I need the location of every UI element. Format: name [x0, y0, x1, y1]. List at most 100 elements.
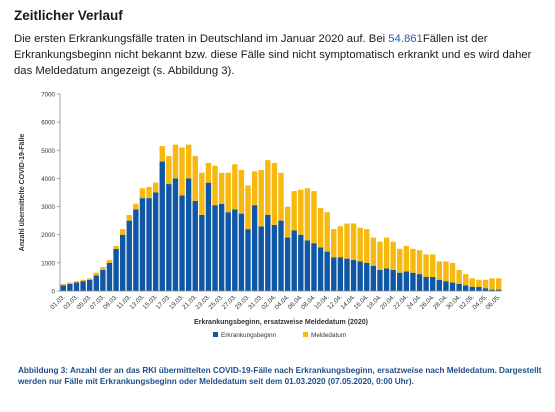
- bar-erkrankungsbeginn: [298, 234, 304, 291]
- y-tick-label: 6000: [41, 120, 55, 127]
- bar-meldedatum: [278, 172, 284, 221]
- bar-meldedatum: [476, 279, 482, 287]
- bar-erkrankungsbeginn: [86, 279, 93, 291]
- bar-meldedatum: [416, 250, 423, 275]
- bar-erkrankungsbeginn: [159, 161, 165, 291]
- y-tick-label: 4000: [41, 176, 55, 183]
- bar-meldedatum: [443, 261, 449, 282]
- bar-erkrankungsbeginn: [199, 215, 205, 291]
- bar-erkrankungsbeginn: [218, 203, 225, 291]
- bar-meldedatum: [350, 223, 357, 261]
- bar-erkrankungsbeginn: [304, 240, 311, 291]
- bar-meldedatum: [86, 278, 93, 280]
- bar-meldedatum: [199, 172, 205, 216]
- bar-erkrankungsbeginn: [139, 198, 146, 291]
- bar-meldedatum: [410, 248, 416, 273]
- bar-meldedatum: [271, 162, 278, 225]
- bar-meldedatum: [344, 223, 350, 259]
- bar-erkrankungsbeginn: [251, 205, 258, 291]
- bar-meldedatum: [291, 191, 297, 231]
- bar-meldedatum: [265, 160, 271, 216]
- bar-meldedatum: [324, 212, 330, 252]
- bar-meldedatum: [436, 261, 443, 280]
- bar-erkrankungsbeginn: [430, 276, 436, 291]
- intro-text-after: Fällen ist der Erkrankungsbeginn nicht b…: [14, 33, 532, 77]
- bar-erkrankungsbeginn: [324, 251, 330, 291]
- unknown-onset-count-link[interactable]: 54.861: [388, 33, 423, 45]
- bar-meldedatum: [463, 274, 469, 286]
- bar-erkrankungsbeginn: [278, 220, 284, 291]
- bar-meldedatum: [364, 229, 370, 263]
- bar-meldedatum: [93, 272, 99, 276]
- bar-erkrankungsbeginn: [271, 224, 278, 291]
- bar-erkrankungsbeginn: [232, 209, 238, 291]
- bar-meldedatum: [449, 262, 456, 283]
- legend-label-erkrankungsbeginn: Erkrankungsbeginn: [221, 332, 277, 339]
- bar-erkrankungsbeginn: [258, 226, 264, 291]
- bar-meldedatum: [139, 188, 146, 199]
- bar-meldedatum: [100, 267, 106, 270]
- legend-label-meldedatum: Meldedatum: [311, 332, 346, 339]
- bar-meldedatum: [317, 207, 324, 248]
- bar-meldedatum: [495, 278, 502, 290]
- bar-erkrankungsbeginn: [291, 230, 297, 291]
- bar-meldedatum: [238, 169, 245, 214]
- bar-erkrankungsbeginn: [133, 209, 139, 291]
- bar-meldedatum: [166, 155, 172, 185]
- bar-meldedatum: [185, 144, 192, 179]
- bar-meldedatum: [106, 260, 113, 263]
- bar-erkrankungsbeginn: [443, 281, 449, 291]
- bar-meldedatum: [119, 229, 126, 235]
- bar-erkrankungsbeginn: [113, 248, 119, 291]
- x-tick-label: 06.05.: [485, 293, 503, 311]
- bar-erkrankungsbeginn: [423, 276, 429, 291]
- bar-erkrankungsbeginn: [476, 286, 482, 291]
- bar-erkrankungsbeginn: [73, 282, 80, 291]
- bar-meldedatum: [113, 245, 119, 249]
- bar-meldedatum: [331, 229, 337, 258]
- intro-text-before: Die ersten Erkrankungsfälle traten in De…: [14, 33, 389, 45]
- y-tick-label: 3000: [41, 204, 55, 211]
- bar-erkrankungsbeginn: [100, 269, 106, 291]
- bar-erkrankungsbeginn: [489, 289, 495, 291]
- bar-meldedatum: [172, 144, 179, 179]
- bar-meldedatum: [60, 283, 67, 286]
- bar-meldedatum: [337, 226, 344, 258]
- figure-caption: Abbildung 3: Anzahl der an das RKI überm…: [18, 366, 542, 386]
- bar-erkrankungsbeginn: [311, 243, 317, 291]
- y-tick-label: 7000: [41, 92, 55, 99]
- bar-erkrankungsbeginn: [403, 271, 410, 291]
- bar-meldedatum: [482, 279, 489, 289]
- bar-erkrankungsbeginn: [482, 288, 489, 291]
- bar-meldedatum: [311, 191, 317, 244]
- bar-erkrankungsbeginn: [456, 283, 462, 291]
- bar-erkrankungsbeginn: [317, 247, 324, 291]
- bar-meldedatum: [126, 215, 132, 221]
- bar-erkrankungsbeginn: [377, 269, 383, 291]
- bar-meldedatum: [251, 171, 258, 206]
- bar-meldedatum: [430, 254, 436, 277]
- bar-meldedatum: [146, 186, 152, 199]
- bar-meldedatum: [212, 165, 218, 206]
- bar-erkrankungsbeginn: [146, 198, 152, 291]
- bar-meldedatum: [218, 172, 225, 204]
- bar-meldedatum: [377, 241, 383, 270]
- bar-meldedatum: [370, 237, 377, 266]
- bar-erkrankungsbeginn: [166, 184, 172, 291]
- y-tick-label: 5000: [41, 148, 55, 155]
- bar-erkrankungsbeginn: [205, 182, 212, 291]
- bar-erkrankungsbeginn: [80, 281, 86, 291]
- bar-erkrankungsbeginn: [152, 192, 159, 291]
- bar-erkrankungsbeginn: [119, 234, 126, 291]
- bar-meldedatum: [245, 185, 251, 230]
- bar-meldedatum: [390, 241, 396, 270]
- bar-erkrankungsbeginn: [357, 261, 363, 291]
- covid-cases-chart: 0100020003000400050006000700001.03.03.03…: [19, 92, 503, 340]
- bar-erkrankungsbeginn: [337, 257, 344, 291]
- legend-swatch-meldedatum: [303, 332, 308, 337]
- bar-meldedatum: [284, 206, 291, 238]
- bar-meldedatum: [133, 203, 139, 210]
- bar-erkrankungsbeginn: [192, 200, 198, 291]
- bar-erkrankungsbeginn: [67, 283, 73, 291]
- bar-erkrankungsbeginn: [225, 212, 231, 291]
